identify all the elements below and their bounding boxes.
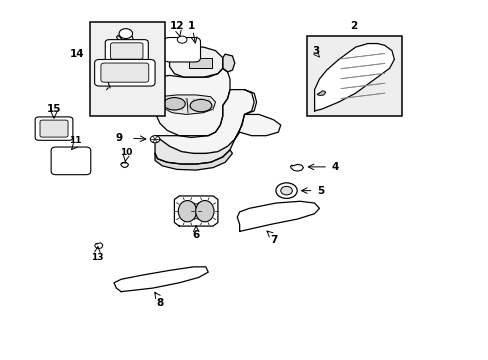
Text: 11: 11 [69,136,81,145]
Ellipse shape [190,99,211,112]
Text: 8: 8 [156,298,163,308]
Text: 12: 12 [169,21,183,31]
Polygon shape [114,267,208,292]
Text: 9: 9 [115,133,122,143]
Ellipse shape [195,201,214,222]
Text: 6: 6 [192,230,200,240]
FancyBboxPatch shape [110,43,142,59]
Text: 14: 14 [69,49,84,59]
Text: 13: 13 [91,253,103,262]
Circle shape [150,136,160,143]
Polygon shape [169,47,223,77]
Polygon shape [155,90,254,153]
Text: 15: 15 [47,104,61,114]
Polygon shape [152,68,229,138]
Polygon shape [155,150,232,170]
FancyBboxPatch shape [51,147,91,175]
Polygon shape [316,91,325,96]
FancyBboxPatch shape [35,117,73,140]
Bar [188,58,212,68]
FancyBboxPatch shape [163,37,200,62]
Polygon shape [95,243,102,249]
Circle shape [280,186,292,195]
FancyBboxPatch shape [95,59,155,86]
Text: 2: 2 [350,21,357,31]
Text: 3: 3 [312,46,319,56]
Circle shape [177,36,186,43]
FancyBboxPatch shape [105,40,148,62]
Polygon shape [290,165,303,171]
Polygon shape [237,201,319,231]
Polygon shape [160,95,215,114]
Text: 5: 5 [316,186,324,195]
Polygon shape [155,136,234,164]
Ellipse shape [178,201,196,222]
Polygon shape [223,54,234,72]
Bar [307,36,401,116]
FancyBboxPatch shape [40,120,68,137]
Bar [90,22,164,116]
Polygon shape [116,35,133,45]
Text: 10: 10 [120,148,132,157]
Circle shape [119,29,132,39]
Polygon shape [174,196,218,226]
Text: 7: 7 [269,235,277,245]
Circle shape [275,183,297,198]
Ellipse shape [163,98,185,110]
Polygon shape [314,44,393,111]
Polygon shape [234,90,280,139]
FancyBboxPatch shape [101,63,148,82]
Text: 1: 1 [187,21,195,31]
Text: 4: 4 [331,162,338,172]
